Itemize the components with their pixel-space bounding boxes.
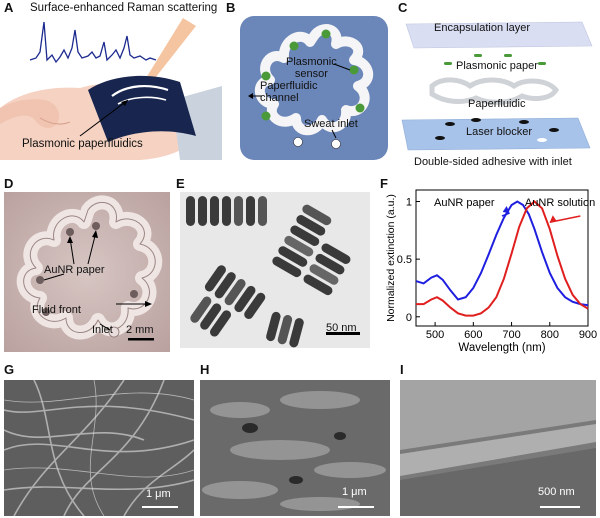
- wrist-illustration: [0, 18, 222, 160]
- y-axis-label: Normalized extinction (a.u.): [385, 194, 397, 322]
- panel-d-inlet-label: Inlet: [92, 324, 113, 336]
- panel-label-b: B: [226, 0, 236, 15]
- laser-blocker-dots: [435, 118, 559, 142]
- legend-arrowhead-solution: [549, 215, 557, 223]
- plasmonic-sensor-dot: [261, 111, 271, 121]
- panel-e-scale-label: 50 nm: [326, 322, 357, 334]
- tem-nanorods: [186, 196, 360, 348]
- panel-h: H 1 μm: [196, 362, 396, 518]
- scale-bar-h: [338, 506, 374, 508]
- panel-d: D: [0, 176, 172, 352]
- layer-stack: [401, 21, 593, 151]
- panel-b: B Plasmonic sensor Paperfluidic channel …: [222, 0, 392, 164]
- panel-label-f: F: [380, 176, 388, 191]
- layer-label-paperfluidic: Paperfluidic: [468, 98, 526, 110]
- plasmonic-sensor-dot: [289, 41, 299, 51]
- panel-label-a: A: [4, 0, 14, 15]
- legend-aunr-paper: AuNR paper: [434, 197, 495, 209]
- paperfluidic-channel: [255, 24, 373, 136]
- scale-bar-g: [142, 506, 178, 508]
- panel-d-scale-label: 2 mm: [126, 324, 154, 336]
- sweat-inlet-dot: [293, 137, 303, 147]
- panel-d-front-label: Fluid front: [32, 304, 81, 316]
- scale-bar-e: [326, 332, 360, 335]
- panel-a-callout: Plasmonic paperfluidics: [22, 138, 143, 150]
- panel-label-d: D: [4, 176, 14, 191]
- panel-g-scale-label: 1 μm: [146, 488, 171, 500]
- paperfluidic-layer: [429, 77, 560, 105]
- series-line-aunr-solution: [416, 200, 589, 317]
- panel-b-channel-label: Paperfluidic channel: [260, 80, 318, 104]
- legend-arrowhead-paper: [502, 206, 510, 214]
- plasmonic-sensor-dot: [321, 29, 331, 39]
- legend-aunr-solution: AuNR solution: [525, 197, 595, 209]
- panel-b-sensor-label: Plasmonic sensor: [286, 56, 337, 80]
- laser-blocker: [401, 117, 591, 151]
- panel-label-c: C: [398, 0, 408, 15]
- y-tick-label: 0.5: [397, 254, 412, 266]
- x-tick-label: 700: [502, 329, 520, 341]
- layer-label-laser-blocker: Laser blocker: [466, 126, 533, 138]
- panel-b-inlet-label: Sweat inlet: [304, 118, 358, 130]
- panel-g: G 1 μm: [0, 362, 196, 518]
- y-tick-label: 1: [406, 197, 412, 209]
- y-tick-label: 0: [406, 312, 412, 324]
- sweat-inlet-dot: [331, 139, 341, 149]
- x-tick-label: 600: [464, 329, 482, 341]
- panel-h-scale-label: 1 μm: [342, 486, 367, 498]
- panel-c-caption: Double-sided adhesive with inlet: [414, 156, 572, 168]
- layer-label-plasmonic-paper: Plasmonic paper: [456, 60, 538, 72]
- panel-a-title: Surface-enhanced Raman scattering: [30, 2, 218, 14]
- panel-label-e: E: [176, 176, 185, 191]
- plasmonic-sensor-dot: [355, 103, 365, 113]
- x-tick-label: 800: [541, 329, 559, 341]
- panel-d-aunr-label: AuNR paper: [44, 264, 105, 276]
- panel-i-scale-label: 500 nm: [538, 486, 575, 498]
- panel-label-i: I: [400, 362, 404, 377]
- layer-label-encapsulation: Encapsulation layer: [434, 22, 531, 34]
- series-line-aunr-paper: [415, 200, 589, 307]
- plot-frame: [415, 189, 589, 327]
- panel-f: F 500 600 700 800 900 0 0.5 1 Wavelength (nm) Nor…: [372, 176, 600, 358]
- x-tick-label: 500: [426, 329, 444, 341]
- sem-image-h: [200, 380, 390, 516]
- device-schematic: [240, 16, 388, 160]
- panel-e: E: [172, 176, 372, 352]
- x-axis-label: Wavelength (nm): [458, 342, 545, 354]
- plasmonic-sensor-dot: [349, 65, 359, 75]
- sem-image-g: [4, 380, 194, 516]
- panel-c: C Encapsulation layer Plasmonic paper Pa…: [392, 0, 600, 172]
- sem-image-i: [400, 380, 596, 516]
- paperfluidic-patch: [88, 75, 196, 142]
- panel-label-h: H: [200, 362, 210, 377]
- x-tick-label: 900: [579, 329, 597, 341]
- scale-bar-i: [540, 506, 580, 508]
- panel-a: A Surface-enhanced Raman scattering Plas…: [0, 0, 222, 160]
- raman-spectrum: [29, 21, 157, 64]
- plasmonic-sensor-dot: [261, 71, 271, 81]
- tem-image: [180, 192, 370, 348]
- scale-bar-d: [128, 338, 154, 341]
- panel-label-g: G: [4, 362, 15, 377]
- plasmonic-paper-dots: [444, 54, 546, 65]
- device-photo: [4, 192, 170, 352]
- panel-i: I 500 nm: [396, 362, 600, 518]
- encapsulation-layer: [405, 21, 593, 49]
- extinction-chart: 500 600 700 800 900 0 0.5 1 Wavelength (nm) Norma…: [385, 189, 597, 354]
- legend-arrow-paper: [501, 212, 510, 217]
